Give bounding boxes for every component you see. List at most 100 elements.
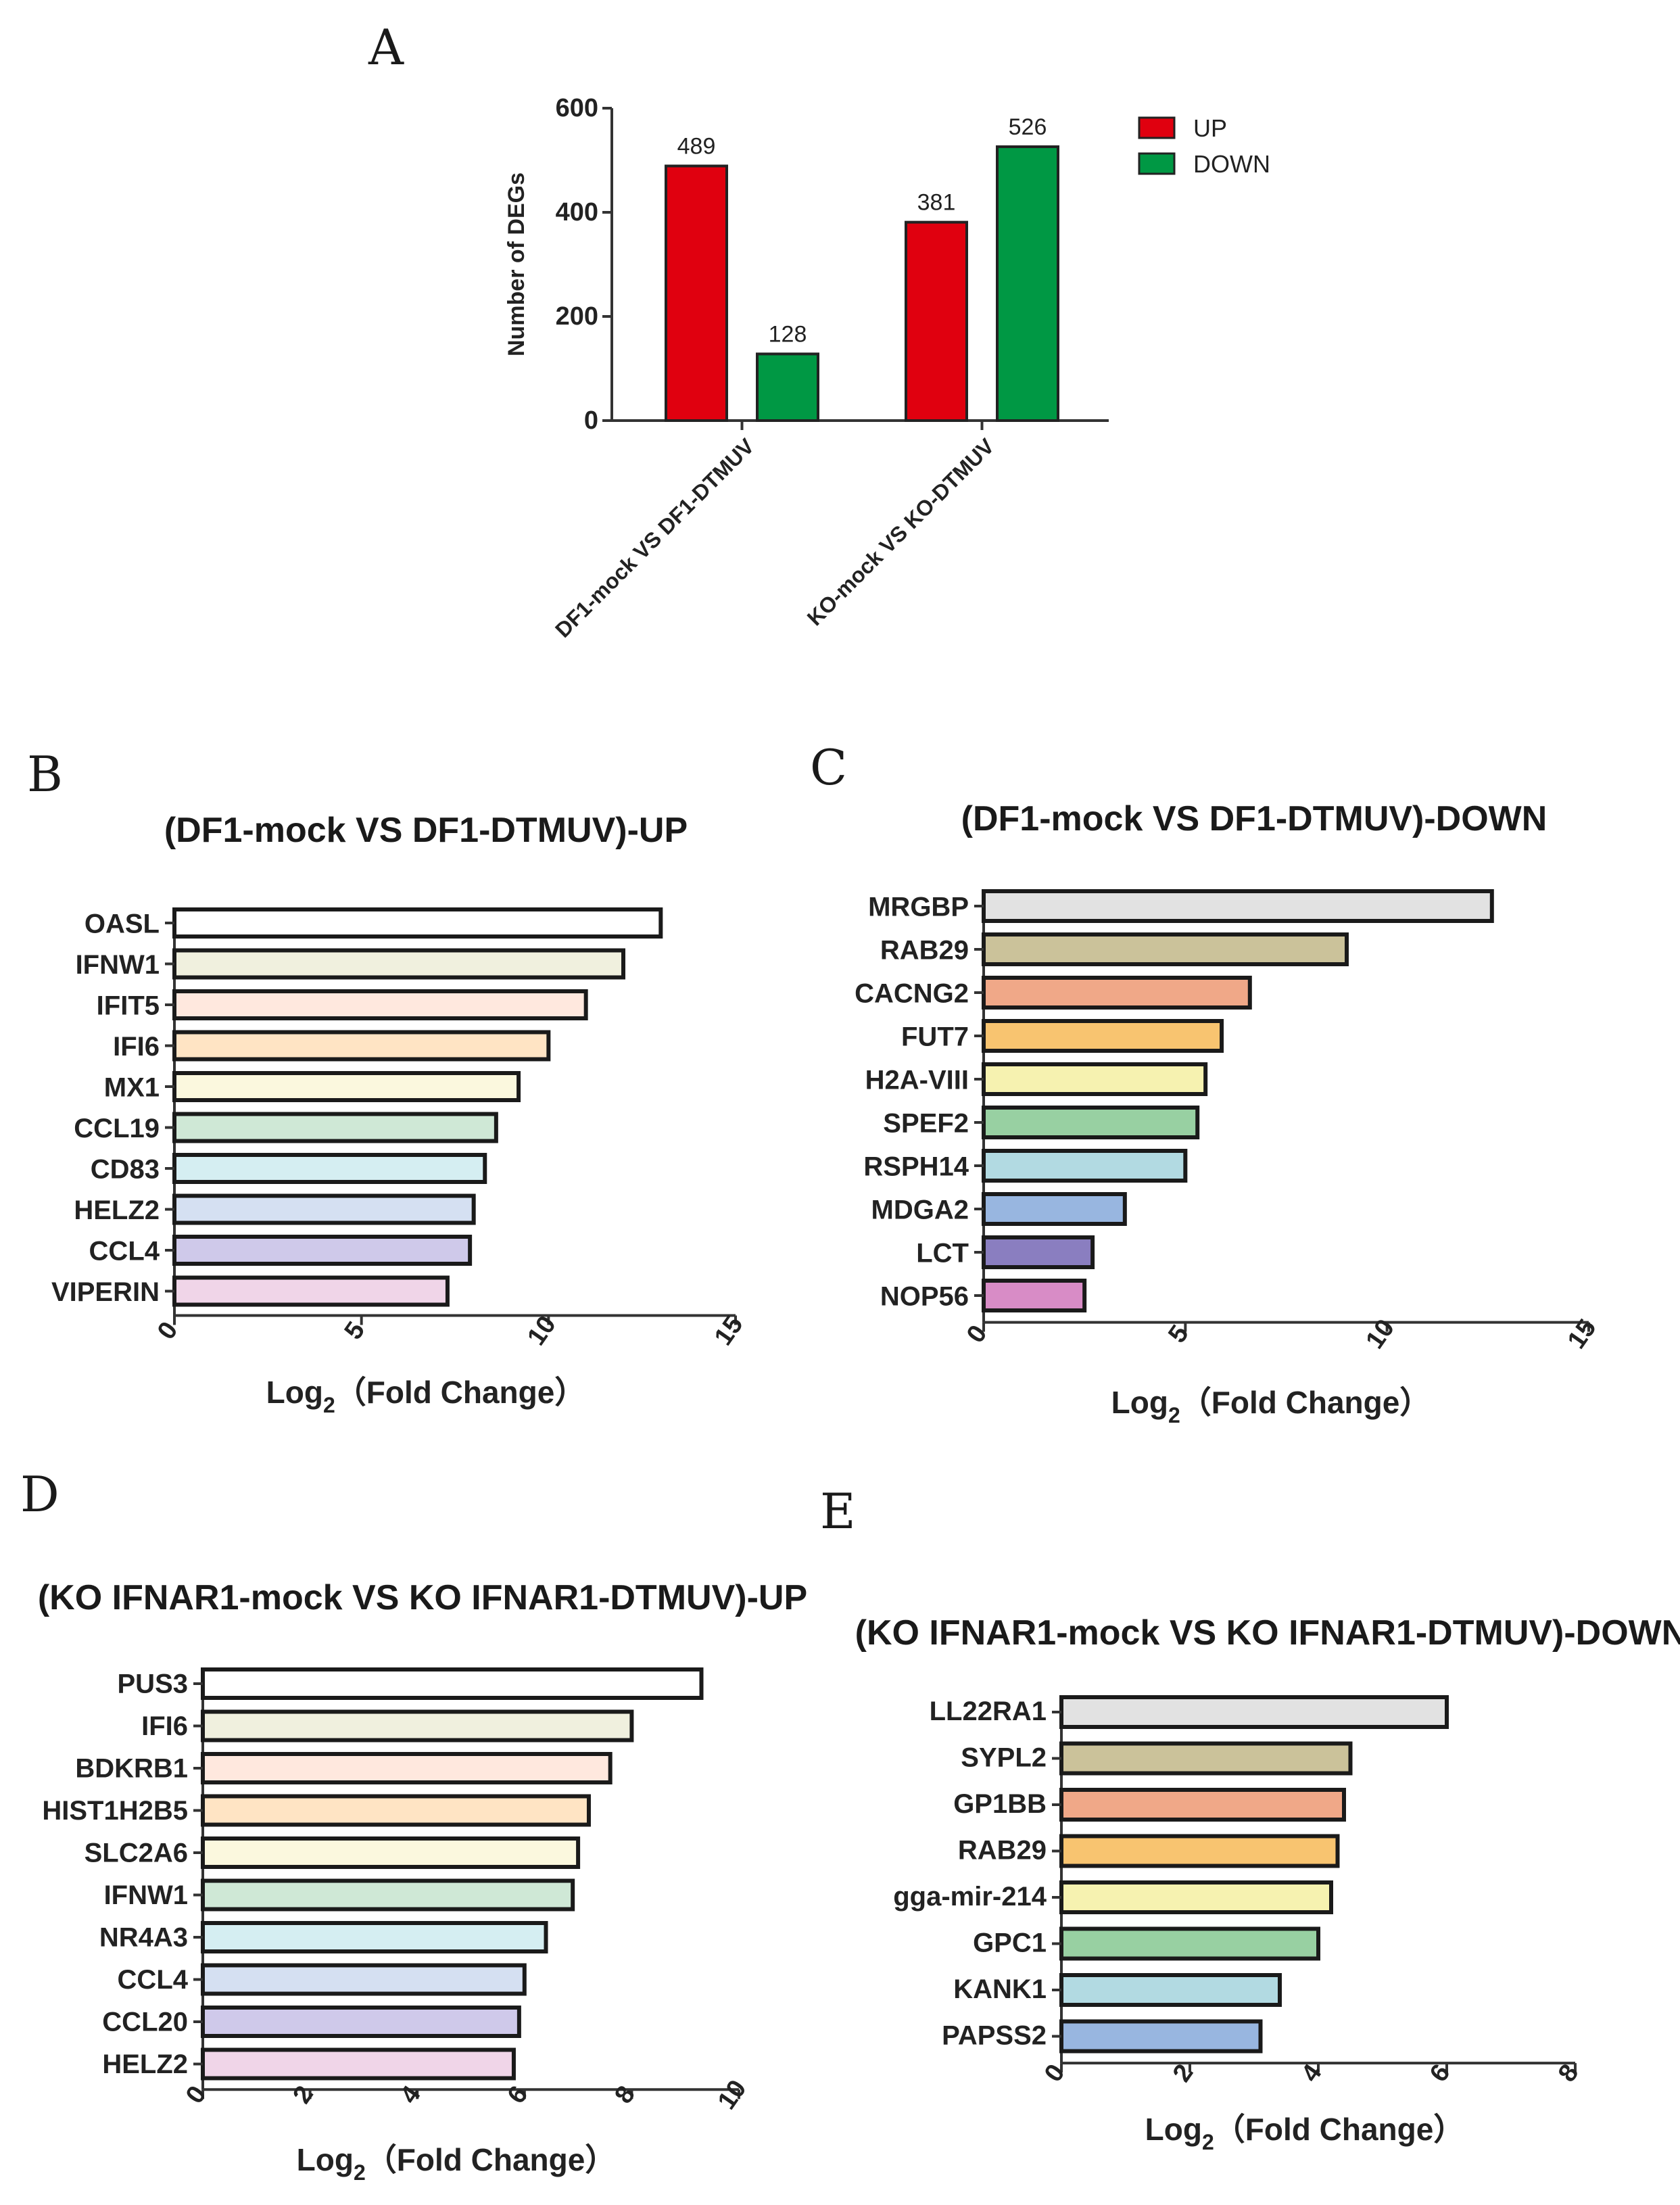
x-tick-label: 2 <box>288 2081 320 2108</box>
x-tick-label: 10 <box>713 2075 752 2115</box>
bar <box>172 1112 498 1143</box>
panel-d: D (KO IFNAR1-mock VS KO IFNAR1-DTMUV)-UP P… <box>20 1466 807 2185</box>
panel-letter-d: D <box>20 1466 59 1523</box>
category-label: CD83 <box>91 1154 160 1184</box>
bar-value-label: 128 <box>769 321 807 347</box>
category-label: IFNW1 <box>76 950 160 980</box>
bar <box>982 1062 1208 1096</box>
bar <box>1059 1880 1333 1914</box>
x-tick-label: 10 <box>522 1311 562 1351</box>
legend-label-up: UP <box>1193 114 1227 142</box>
category-label: CCL4 <box>89 1236 160 1266</box>
x-axis-label-subscript: 2 <box>323 1393 335 1417</box>
y-tick-label-a: 200 <box>556 302 598 331</box>
x-axis-label-subscript: 2 <box>354 2160 366 2185</box>
legend-swatch-up <box>1138 116 1176 139</box>
bar <box>201 1794 591 1827</box>
bar <box>982 1149 1188 1183</box>
y-axis-label-a: Number of DEGs <box>504 172 529 356</box>
bar <box>172 1030 551 1062</box>
bar <box>172 1275 450 1307</box>
category-label: gga-mir-214 <box>893 1882 1047 1912</box>
x-axis-label-log: Log <box>1145 2112 1202 2147</box>
bar <box>172 948 625 980</box>
bar-up <box>665 164 728 422</box>
chart-title-b: (DF1-mock VS DF1-DTMUV)-UP <box>164 811 688 850</box>
x-axis-label: Log2（Fold Change） <box>297 2142 617 2185</box>
panel-letter-a: A <box>368 19 404 76</box>
category-label: VIPERIN <box>51 1277 160 1307</box>
x-axis-label-rest: （Fold Change） <box>1214 2112 1465 2147</box>
category-label: RAB29 <box>958 1836 1047 1866</box>
legend-label-down: DOWN <box>1193 150 1270 178</box>
category-label: GP1BB <box>953 1789 1047 1819</box>
category-label: GPC1 <box>973 1928 1047 1958</box>
category-label: IFI6 <box>113 1032 160 1062</box>
category-label: BDKRB1 <box>75 1754 188 1784</box>
x-axis-label-rest: （Fold Change） <box>335 1375 586 1410</box>
bar-down <box>996 145 1059 422</box>
bar <box>1059 1926 1320 1961</box>
x-tick-label: 5 <box>339 1317 371 1344</box>
bar <box>201 2006 521 2038</box>
category-label: NOP56 <box>880 1281 969 1311</box>
category-label: CACNG2 <box>855 978 969 1008</box>
category-label: PUS3 <box>118 1669 189 1699</box>
bar <box>201 1921 548 1953</box>
bar <box>982 1235 1095 1269</box>
category-label: IFI6 <box>141 1711 188 1741</box>
panel-a: A 0 200 400 600 Number of DEGs 489 128 DF1-mock … <box>368 19 1270 642</box>
chart-title-c: (DF1-mock VS DF1-DTMUV)-DOWN <box>961 799 1547 838</box>
x-tick-label: 0 <box>152 1317 184 1344</box>
x-category-label-a: KO-mock VS KO-DTMUV <box>802 433 999 630</box>
category-label: CCL20 <box>102 2008 188 2037</box>
category-label: IFIT5 <box>97 991 160 1020</box>
bar <box>1059 1741 1353 1776</box>
x-axis-label-subscript: 2 <box>1202 2130 1214 2154</box>
bar <box>172 1193 476 1225</box>
category-label: PAPSS2 <box>942 2021 1047 2051</box>
x-axis-label: Log2（Fold Change） <box>1145 2112 1465 2154</box>
y-tick-label-a: 0 <box>584 406 598 435</box>
panel-c: C (DF1-mock VS DF1-DTMUV)-DOWN MRGBP RAB29 C… <box>810 739 1602 1427</box>
x-axis-label-rest: （Fold Change） <box>1180 1385 1431 1420</box>
category-label: MRGBP <box>868 892 969 922</box>
category-label: CCL4 <box>118 1965 189 1995</box>
category-label: IFNW1 <box>104 1880 188 1910</box>
panel-e: E (KO IFNAR1-mock VS KO IFNAR1-DTMUV)-DOW… <box>820 1483 1680 2154</box>
x-tick-label: 10 <box>1361 1314 1401 1354</box>
category-label: SYPL2 <box>961 1743 1047 1773</box>
bar <box>982 1106 1200 1139</box>
x-tick-label: 15 <box>709 1311 749 1351</box>
chart-title-e: (KO IFNAR1-mock VS KO IFNAR1-DTMUV)-DOWN <box>855 1613 1680 1653</box>
bar <box>1059 1788 1346 1822</box>
bar-value-label: 526 <box>1009 114 1047 140</box>
category-label: NR4A3 <box>99 1923 188 1953</box>
category-label: HIST1H2B5 <box>42 1796 188 1826</box>
bar <box>172 1153 487 1184</box>
bar <box>982 1279 1087 1312</box>
bar <box>1059 1695 1449 1729</box>
x-axis-label-subscript: 2 <box>1168 1403 1180 1427</box>
chart-title-d: (KO IFNAR1-mock VS KO IFNAR1-DTMUV)-UP <box>38 1578 807 1617</box>
x-tick-label: 0 <box>961 1320 993 1348</box>
legend-swatch-down <box>1138 152 1176 175</box>
x-axis-label-log: Log <box>297 2142 354 2177</box>
bar <box>982 1019 1224 1053</box>
category-label: CCL19 <box>74 1114 160 1143</box>
bar-down <box>756 352 819 422</box>
bar <box>982 1192 1127 1226</box>
category-label: SPEF2 <box>883 1108 969 1138</box>
bar <box>201 1963 527 1996</box>
bar <box>201 1878 575 1912</box>
category-label: RSPH14 <box>863 1152 969 1181</box>
bar <box>172 907 663 939</box>
panel-letter-e: E <box>820 1483 856 1540</box>
bar <box>172 1071 521 1102</box>
x-axis-label: Log2（Fold Change） <box>1111 1385 1431 1427</box>
category-label: LL22RA1 <box>930 1697 1047 1726</box>
panel-b: B (DF1-mock VS DF1-DTMUV)-UP OASL IFNW1 IFIT… <box>27 746 748 1417</box>
category-label: LCT <box>916 1238 969 1268</box>
x-tick-label: 15 <box>1562 1314 1602 1354</box>
